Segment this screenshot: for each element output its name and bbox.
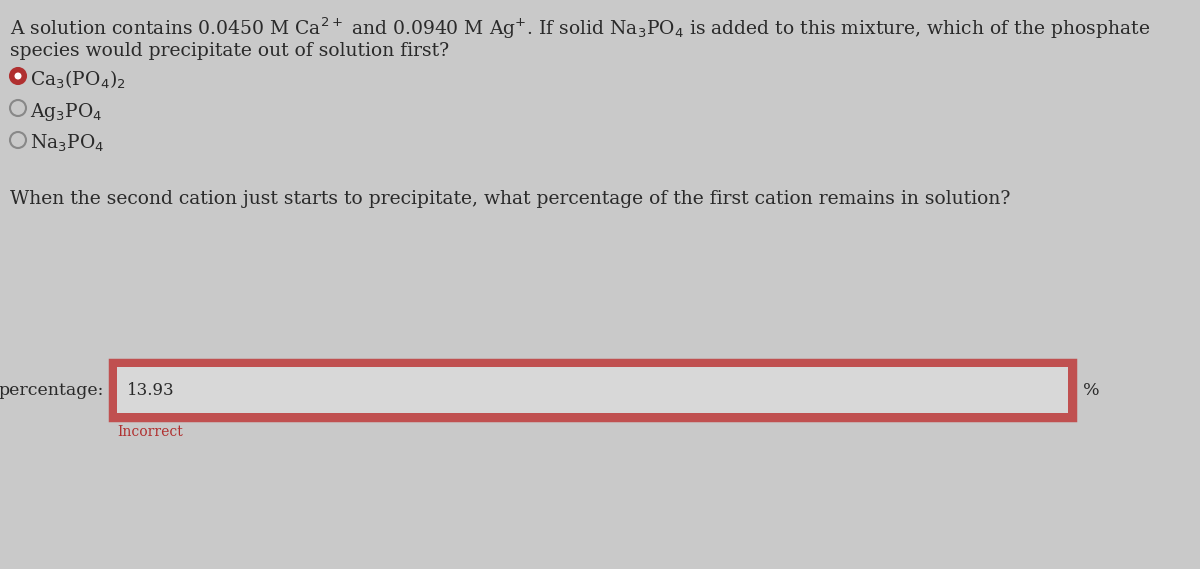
Text: When the second cation just starts to precipitate, what percentage of the first : When the second cation just starts to pr… [10, 190, 1010, 208]
Circle shape [10, 132, 26, 148]
Text: Incorrect: Incorrect [118, 425, 182, 439]
Text: Ag$_{3}$PO$_{4}$: Ag$_{3}$PO$_{4}$ [30, 101, 102, 123]
FancyBboxPatch shape [118, 367, 1068, 413]
Text: species would precipitate out of solution first?: species would precipitate out of solutio… [10, 42, 449, 60]
Text: %: % [1084, 381, 1099, 398]
Text: A solution contains 0.0450 M Ca$^{2+}$ and 0.0940 M Ag$^{+}$. If solid Na$_{3}$P: A solution contains 0.0450 M Ca$^{2+}$ a… [10, 15, 1151, 40]
Text: Ca$_{3}$(PO$_{4}$)$_{2}$: Ca$_{3}$(PO$_{4}$)$_{2}$ [30, 69, 126, 91]
Circle shape [14, 72, 22, 80]
Circle shape [10, 100, 26, 116]
Text: percentage:: percentage: [0, 381, 104, 398]
Text: 13.93: 13.93 [127, 381, 175, 398]
Text: Na$_{3}$PO$_{4}$: Na$_{3}$PO$_{4}$ [30, 133, 104, 154]
FancyBboxPatch shape [110, 360, 1075, 420]
Circle shape [10, 68, 26, 84]
